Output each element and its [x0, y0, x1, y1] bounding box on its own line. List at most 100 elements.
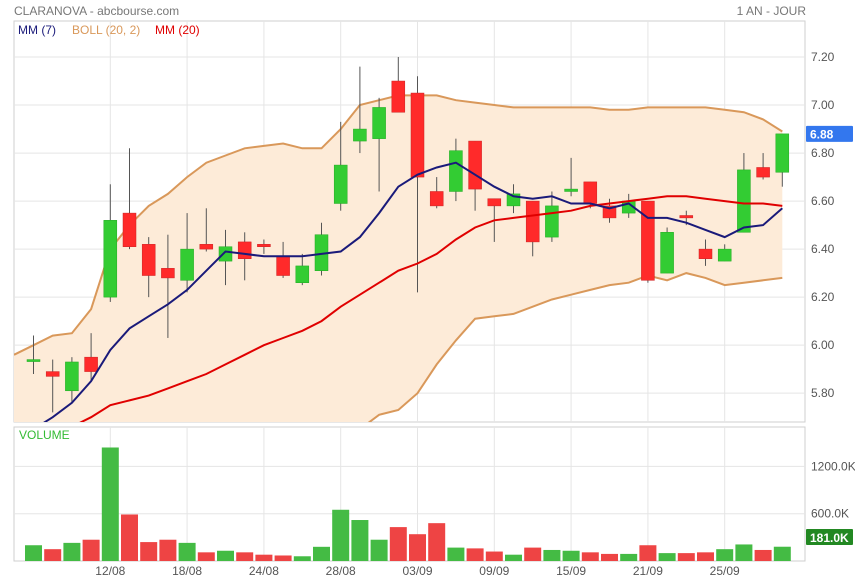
candle: [391, 57, 406, 113]
candle: [333, 121, 348, 211]
volume-bar: [351, 520, 369, 561]
candle-body: [84, 356, 98, 372]
volume-bar: [25, 545, 42, 561]
candle-body: [276, 256, 290, 276]
price-tick-label: 6.60: [811, 194, 835, 208]
volume-bar: [658, 553, 676, 561]
candle-body: [602, 205, 617, 219]
volume-bar: [562, 550, 580, 561]
volume-bar: [140, 542, 158, 561]
date-tick-label: 03/09: [402, 564, 432, 578]
candle-body: [717, 248, 732, 262]
candle-body: [449, 150, 463, 192]
candle: [525, 200, 540, 257]
mm20-line: [79, 195, 783, 422]
volume-bar: [178, 542, 196, 561]
candle-body: [410, 92, 425, 178]
candle-body: [257, 244, 271, 247]
candle-body: [468, 140, 482, 190]
volume-bar: [485, 551, 503, 561]
bollinger-band-fill: [14, 95, 783, 422]
volume-bar: [543, 549, 561, 561]
volume-bar: [677, 553, 695, 561]
candle: [641, 200, 655, 283]
volume-bar: [466, 548, 484, 561]
price-tick-label: 7.20: [811, 50, 835, 64]
volume-bar: [332, 509, 350, 561]
volume-bar: [370, 539, 388, 561]
candle-body: [141, 244, 156, 276]
legend-mm7: MM (7): [18, 23, 56, 37]
candle-body: [372, 107, 386, 139]
candle-body: [698, 248, 713, 259]
price-tick-label: 6.40: [811, 242, 835, 256]
volume-bar: [428, 523, 446, 561]
candle-body: [45, 371, 60, 377]
date-tick-label: 18/08: [172, 564, 202, 578]
candle-body: [775, 133, 790, 173]
candle-body: [180, 248, 194, 281]
candle: [65, 357, 79, 403]
volume-bar: [197, 552, 215, 561]
candle-body: [391, 80, 406, 113]
candle: [717, 244, 732, 262]
volume-bar: [601, 553, 618, 561]
candle: [660, 227, 674, 274]
date-axis: 12/08 18/08 24/08 28/08 03/09 09/09 15/09 21/09…: [95, 564, 740, 578]
candle-body: [26, 359, 41, 362]
volume-bar: [447, 547, 465, 561]
volume-bar: [697, 552, 714, 561]
last-price-badge: 6.88: [806, 125, 853, 142]
volume-bar: [409, 534, 426, 561]
date-tick-label: 25/09: [710, 564, 740, 578]
candle: [103, 184, 118, 302]
volume-bar: [44, 549, 62, 561]
volume-tick-label: 600.0K: [811, 507, 849, 521]
volume-bar: [620, 553, 638, 561]
date-tick-label: 12/08: [95, 564, 125, 578]
candle: [199, 208, 214, 252]
price-tick-label: 6.80: [811, 146, 835, 160]
last-volume-badge: 181.0K: [806, 529, 853, 545]
candle: [141, 237, 156, 298]
volume-label: VOLUME: [19, 428, 70, 442]
volume-bar: [505, 554, 522, 561]
candle: [45, 359, 60, 413]
volume-bar: [293, 556, 311, 561]
date-tick-label: 28/08: [326, 564, 356, 578]
candle-body: [679, 215, 694, 219]
volume-bar: [236, 552, 254, 561]
volume-bar: [716, 549, 734, 561]
price-tick-label: 6.00: [811, 338, 835, 352]
candle: [737, 153, 751, 233]
price-tick-label: 7.00: [811, 98, 835, 112]
volume-bar: [274, 555, 292, 561]
candle-body: [333, 164, 348, 204]
candle: [122, 148, 137, 250]
date-tick-label: 21/09: [633, 564, 663, 578]
candle-body: [295, 265, 310, 283]
candle-body: [525, 200, 540, 243]
volume-bar: [313, 546, 330, 561]
volume-bar: [82, 539, 100, 561]
candle: [84, 333, 98, 382]
candle: [756, 153, 770, 180]
volume-bar: [639, 545, 657, 561]
candle-body: [237, 241, 252, 259]
volume-bar: [63, 542, 81, 561]
candle-body: [545, 205, 559, 238]
candle: [276, 241, 290, 278]
candle-body: [218, 246, 233, 262]
volume-bar: [255, 554, 273, 561]
legend-mm20: MM (20): [155, 23, 200, 37]
candle-body: [65, 361, 79, 392]
volume-bar: [159, 539, 177, 561]
volume-bar: [773, 546, 791, 561]
candle: [372, 97, 386, 192]
date-tick-label: 24/08: [249, 564, 279, 578]
candle: [449, 138, 463, 202]
candle-body: [660, 232, 674, 274]
volume-bar: [581, 552, 599, 561]
candle-body: [161, 268, 175, 279]
